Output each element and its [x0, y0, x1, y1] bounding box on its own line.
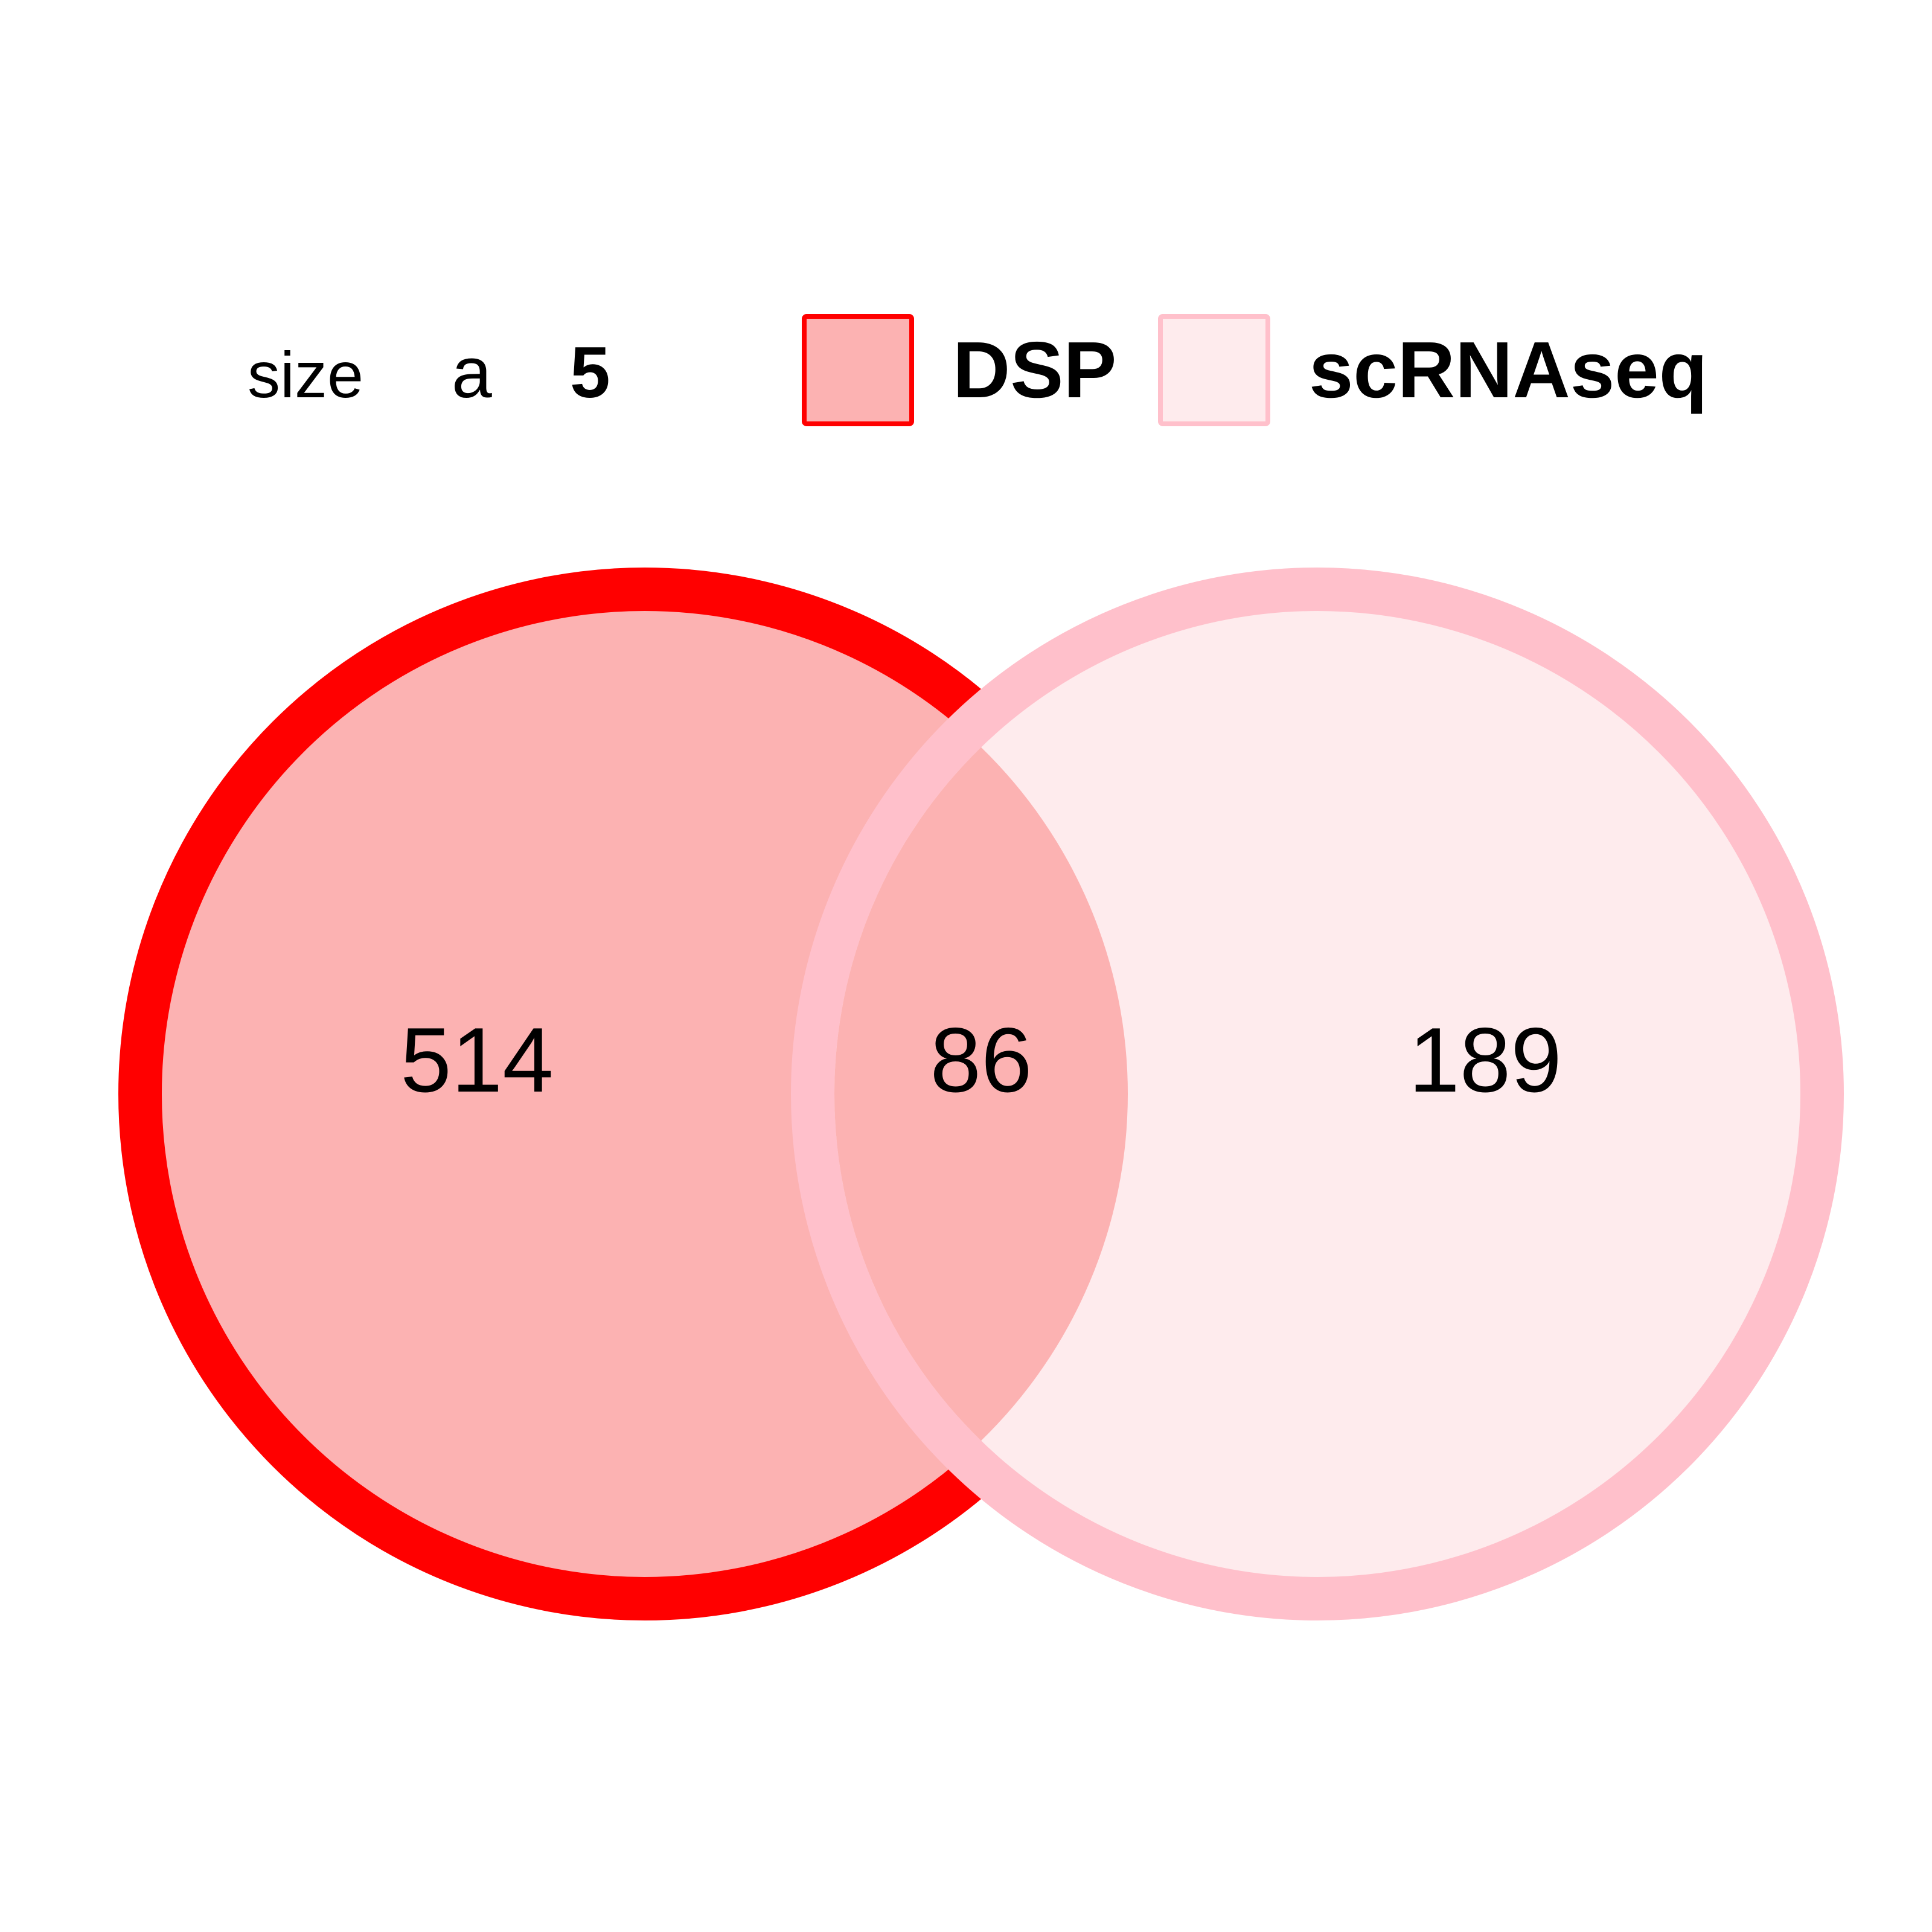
legend-size-title: size	[248, 338, 363, 411]
legend-label-scrnaseq: scRNAseq	[1309, 325, 1707, 414]
count-scrnaseq-only: 189	[1409, 1009, 1562, 1112]
set-circle-scrnaseq	[791, 568, 1844, 1620]
legend-label-dsp: DSP	[953, 325, 1116, 414]
count-dsp-only: 514	[400, 1009, 554, 1112]
region-counts: 514 86 189	[400, 1009, 1562, 1112]
legend: size a 5 DSP scRNAseq	[248, 314, 1707, 426]
count-intersection: 86	[930, 1009, 1032, 1112]
venn-sets	[118, 568, 1844, 1620]
legend-size-key-glyph: a	[452, 332, 492, 413]
intersection-region	[834, 747, 1128, 1441]
legend-size-key-value: 5	[570, 332, 610, 413]
legend-key-dsp	[802, 314, 914, 426]
legend-key-scrnaseq	[1158, 314, 1270, 426]
